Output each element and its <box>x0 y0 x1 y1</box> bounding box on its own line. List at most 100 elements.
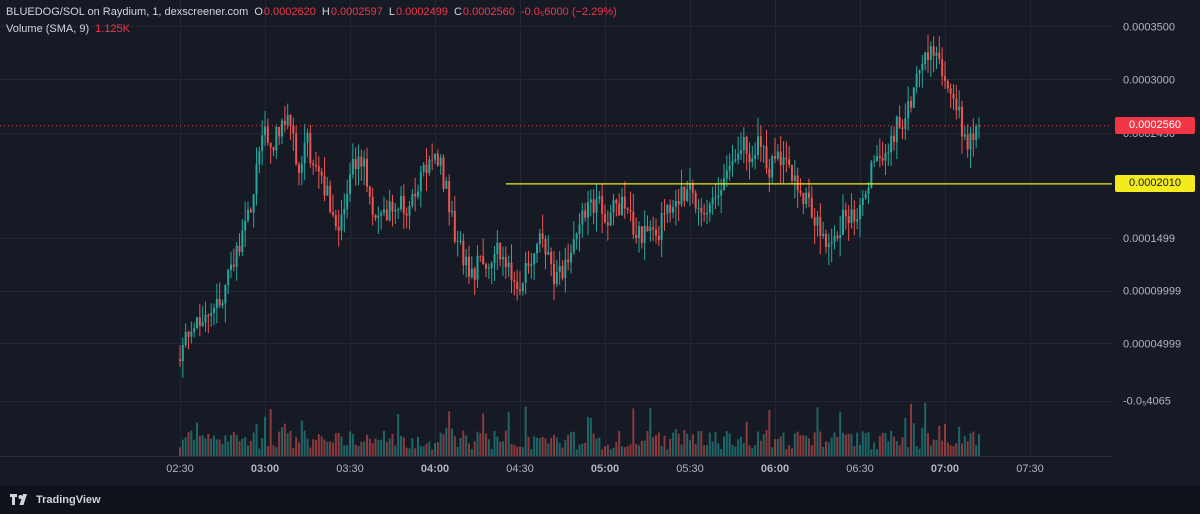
candle-body <box>569 252 572 263</box>
volume-bar <box>955 443 958 456</box>
volume-bar <box>357 445 360 456</box>
candle-body <box>714 197 717 199</box>
volume-bar <box>674 429 677 456</box>
candle-body <box>720 189 723 196</box>
volume-bar <box>547 443 550 456</box>
candle-body <box>450 210 453 213</box>
volume-bar <box>431 449 434 456</box>
candle-body <box>754 154 757 159</box>
candle-body <box>445 180 448 189</box>
candle-body <box>799 190 802 193</box>
candle-body <box>292 125 295 134</box>
candle-body <box>677 201 680 205</box>
candle-body <box>790 165 793 181</box>
volume-bar <box>759 440 762 456</box>
volume-bar <box>946 442 949 456</box>
candle-body <box>552 263 555 285</box>
volume-bar <box>241 438 244 456</box>
volume-bar <box>972 431 975 456</box>
volume-bar <box>929 445 932 456</box>
candle-body <box>439 157 442 166</box>
candle-body <box>354 158 357 170</box>
volume-bar <box>827 442 830 456</box>
volume-bar <box>731 445 734 456</box>
volume-bar <box>414 448 417 456</box>
candle-body <box>334 214 337 227</box>
candle-body <box>924 52 927 65</box>
candle-body <box>654 229 657 236</box>
candle-body <box>224 284 227 304</box>
candle-body <box>351 158 354 175</box>
volume-bar <box>377 440 380 456</box>
candle-body <box>776 151 779 159</box>
volume-bar <box>555 437 558 456</box>
volume-bar <box>289 430 292 456</box>
x-tick-label: 02:30 <box>166 463 194 475</box>
volume-bar <box>881 432 884 456</box>
volume-bar <box>538 438 541 456</box>
volume-bar <box>207 433 210 456</box>
candle-body <box>824 234 827 248</box>
candle-body <box>734 159 737 161</box>
candle-body <box>909 100 912 108</box>
candle-body <box>773 156 776 159</box>
candle-body <box>615 200 618 204</box>
high-label: H <box>321 6 330 18</box>
volume-bar <box>329 441 332 456</box>
candle-body <box>674 201 677 207</box>
candle-body <box>380 212 383 216</box>
tradingview-logo[interactable]: TradingView <box>10 494 101 506</box>
candle-body <box>839 234 842 239</box>
volume-bar <box>847 433 850 456</box>
candle-body <box>595 198 598 213</box>
candle-body <box>425 164 428 173</box>
candle-body <box>510 262 513 280</box>
volume-bar <box>629 444 632 456</box>
tradingview-wordmark: TradingView <box>36 494 101 506</box>
candle-body <box>887 152 890 154</box>
candle-body <box>212 308 215 313</box>
volume-bar <box>272 445 275 456</box>
volume-bar <box>535 437 538 456</box>
volume-bars <box>179 402 980 456</box>
volume-bar <box>632 408 635 456</box>
volume-bar <box>422 446 425 456</box>
candle-body <box>941 59 944 77</box>
candle-body <box>179 359 181 362</box>
candle-body <box>300 163 303 173</box>
volume-bar <box>561 447 564 456</box>
volume-bar <box>278 431 281 456</box>
volume-bar <box>833 432 836 456</box>
volume-bar <box>912 423 915 456</box>
candle-body <box>929 46 932 61</box>
volume-bar <box>810 445 813 456</box>
candle-body <box>496 242 499 255</box>
volume-bar <box>737 439 740 456</box>
volume-bar <box>751 448 754 456</box>
candle-body <box>289 114 292 126</box>
candle-body <box>830 241 833 244</box>
high-value: 0.0002597 <box>330 6 383 18</box>
candlesticks <box>179 34 980 378</box>
volume-bar <box>878 436 881 456</box>
low-label: L <box>388 6 395 18</box>
candle-body <box>331 212 334 215</box>
candle-body <box>646 226 649 232</box>
volume-bar <box>484 433 487 456</box>
candle-body <box>756 136 759 155</box>
volume-bar <box>221 443 224 456</box>
candle-body <box>666 205 669 214</box>
close-label: C <box>453 6 462 18</box>
candle-body <box>232 264 235 267</box>
candle-body <box>507 262 510 268</box>
volume-bar <box>904 417 907 456</box>
candle-body <box>935 52 938 56</box>
open-label: O <box>254 6 263 18</box>
y-tick-label: 0.0003500 <box>1123 21 1175 33</box>
candle-body <box>703 212 706 215</box>
y-tick-label: 0.0003000 <box>1123 74 1175 86</box>
candle-body <box>360 156 363 167</box>
candle-body <box>561 265 564 279</box>
